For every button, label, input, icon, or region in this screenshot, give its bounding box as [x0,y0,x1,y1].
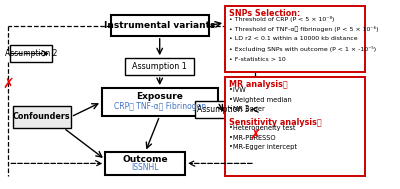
Text: •MR-PERESSO: •MR-PERESSO [229,135,275,141]
Text: SNPs Selection:: SNPs Selection: [229,9,300,18]
FancyBboxPatch shape [111,15,209,36]
Text: Sensitivity analysis：: Sensitivity analysis： [229,118,322,127]
Text: • Threshold of TNF-α、 fibrinogen (P < 5 × 10⁻⁶): • Threshold of TNF-α、 fibrinogen (P < 5 … [229,26,378,32]
Text: • LD r2 < 0.1 within a 10000 kb distance: • LD r2 < 0.1 within a 10000 kb distance [229,36,357,41]
Text: Instrumental variants: Instrumental variants [104,21,215,30]
Text: Assumption 3: Assumption 3 [197,105,250,114]
FancyBboxPatch shape [13,106,71,128]
FancyBboxPatch shape [225,6,364,72]
FancyBboxPatch shape [225,77,364,176]
Text: ✗: ✗ [249,128,261,142]
Text: •MR Egger: •MR Egger [229,106,264,112]
Text: • Threshold of CRP (P < 5 × 10⁻⁸): • Threshold of CRP (P < 5 × 10⁻⁸) [229,16,334,22]
Text: Exposure: Exposure [136,92,183,101]
Text: ✗: ✗ [2,77,14,91]
Text: • Excluding SNPs with outcome (P < 1 × -10⁻⁵): • Excluding SNPs with outcome (P < 1 × -… [229,46,376,53]
Text: •MR-Egger intercept: •MR-Egger intercept [229,144,297,150]
Text: •Weighted median: •Weighted median [229,97,291,103]
Text: Assumption 1: Assumption 1 [132,62,187,71]
Text: • F-statistics > 10: • F-statistics > 10 [229,57,285,61]
Text: MR analysis：: MR analysis： [229,80,288,89]
Text: Outcome: Outcome [122,155,168,164]
FancyBboxPatch shape [102,88,218,116]
Text: ISSNHL: ISSNHL [132,163,159,172]
Text: Assumption 2: Assumption 2 [5,49,57,58]
FancyBboxPatch shape [125,58,194,75]
Text: Confounders: Confounders [13,112,71,121]
Text: CRP、 TNF-α、 Fibrinogen: CRP、 TNF-α、 Fibrinogen [114,102,206,111]
FancyBboxPatch shape [10,45,52,62]
Text: •Heterogeneity test: •Heterogeneity test [229,125,295,131]
FancyBboxPatch shape [105,152,185,175]
FancyBboxPatch shape [195,101,251,118]
Text: •IVW: •IVW [229,87,245,93]
